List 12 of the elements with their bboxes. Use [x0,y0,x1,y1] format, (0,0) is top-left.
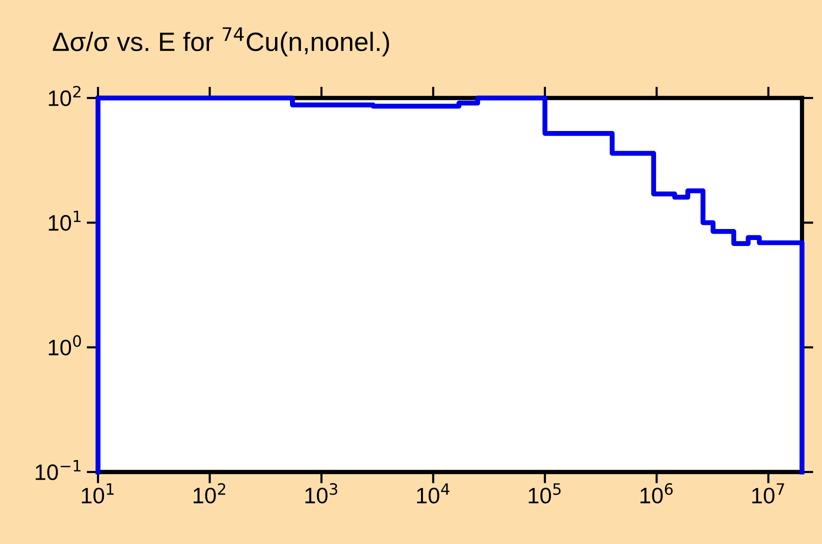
x-tick-label: 10$^{1}$ [82,483,114,504]
x-tick-label: 10$^{4}$ [417,483,450,504]
y-tick-label: 10$^{0}$ [48,335,81,356]
y-tick-label: 10$^{−1}$ [36,460,80,480]
x-tick-label: 10$^{5}$ [528,483,561,504]
x-tick-label: 10$^{3}$ [305,483,338,504]
x-tick-label: 10$^{6}$ [640,483,673,504]
chart-title: Δσ/σ vs. E for $^{74}$Cu(n,nonel.) [52,27,390,56]
x-tick-label: 10$^{2}$ [194,483,226,504]
y-tick-label: 10$^{2}$ [48,86,80,106]
y-tick-label: 10$^{1}$ [48,210,81,231]
x-tick-label: 10$^{7}$ [752,483,784,504]
